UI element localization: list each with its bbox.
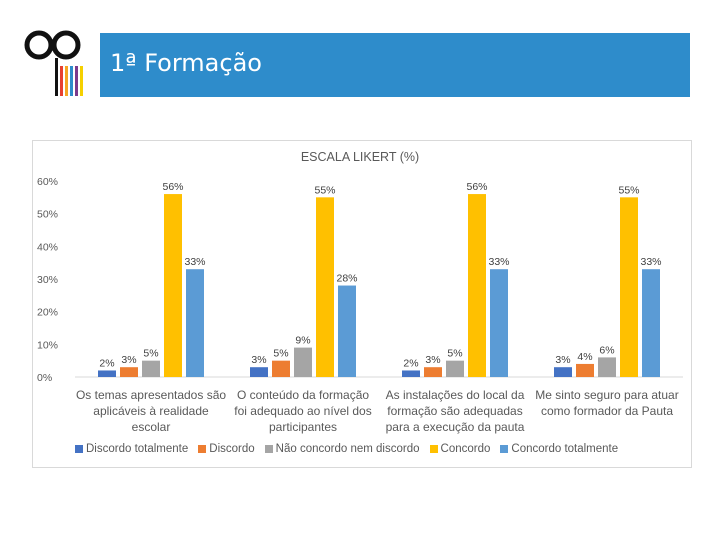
- y-tick-label: 10%: [37, 339, 58, 351]
- data-label: 9%: [295, 335, 310, 347]
- data-label: 5%: [143, 348, 158, 360]
- data-label: 55%: [314, 184, 335, 196]
- data-label: 6%: [599, 344, 614, 356]
- data-label: 3%: [251, 354, 266, 366]
- legend-swatch: [429, 445, 438, 453]
- category-label: O conteúdo da formação: [237, 388, 369, 402]
- bar: [620, 197, 638, 377]
- legend-item: Concordo totalmente: [500, 443, 618, 455]
- bar: [250, 367, 268, 377]
- bar: [98, 370, 116, 377]
- bar: [120, 367, 138, 377]
- data-label: 56%: [162, 181, 183, 193]
- category-label: para a execução da pauta: [386, 420, 525, 434]
- y-tick-label: 30%: [37, 274, 58, 286]
- bar: [576, 363, 594, 377]
- y-tick-label: 20%: [37, 307, 58, 319]
- legend-item: Não concordo nem discordo: [264, 443, 420, 455]
- logo: [24, 30, 83, 96]
- data-label: 55%: [618, 184, 639, 196]
- data-label: 2%: [99, 357, 114, 369]
- bar: [642, 269, 660, 377]
- bar: [142, 360, 160, 377]
- data-label: 5%: [447, 348, 462, 360]
- category-label: Os temas apresentados são: [76, 388, 226, 402]
- category-label: Me sinto seguro para atuar: [535, 388, 678, 402]
- legend-swatch: [198, 445, 207, 453]
- category-label: escolar: [132, 420, 171, 434]
- chart-legend: Discordo totalmente Discordo Não concordo …: [75, 441, 618, 457]
- legend-label: Concordo totalmente: [511, 443, 619, 455]
- data-label: 2%: [403, 357, 418, 369]
- legend-item: Discordo totalmente: [75, 443, 188, 455]
- bar: [164, 194, 182, 377]
- category-label: formação são adequadas: [387, 404, 522, 418]
- bar: [490, 269, 508, 377]
- bar: [468, 194, 486, 377]
- bar: [598, 357, 616, 377]
- category-label: participantes: [269, 420, 337, 434]
- legend-label: Discordo: [209, 443, 255, 455]
- legend-label: Concordo: [440, 443, 491, 455]
- category-label: As instalações do local da: [386, 388, 525, 402]
- bar: [186, 269, 204, 377]
- chart-frame: ESCALA LIKERT (%) 0% 10% 20% 30% 40% 50% 60% 2% 3…: [32, 140, 692, 468]
- data-label: 5%: [273, 348, 288, 360]
- data-label: 28%: [336, 273, 357, 285]
- legend-item: Discordo: [198, 443, 255, 455]
- category-label: foi adequado ao nível dos: [234, 404, 371, 418]
- bar: [554, 367, 572, 377]
- data-label: 33%: [640, 256, 661, 268]
- legend-swatch: [500, 445, 509, 453]
- y-tick-label: 60%: [37, 176, 58, 188]
- data-label: 4%: [577, 351, 592, 363]
- legend-label: Discordo totalmente: [86, 443, 189, 455]
- data-label: 3%: [121, 354, 136, 366]
- legend-item: Concordo: [429, 443, 491, 455]
- bar: [316, 197, 334, 377]
- category-label: aplicáveis à realidade: [93, 404, 209, 418]
- y-tick-label: 50%: [37, 209, 58, 221]
- y-tick-label: 40%: [37, 241, 58, 253]
- data-label: 56%: [466, 181, 487, 193]
- legend-swatch: [75, 445, 83, 453]
- legend-label: Não concordo nem discordo: [275, 443, 420, 455]
- bar: [424, 367, 442, 377]
- y-tick-label: 0%: [37, 372, 52, 384]
- bar: [338, 285, 356, 377]
- slide-title: 1ª Formação: [110, 49, 262, 77]
- title-banner: 1ª Formação: [100, 33, 690, 97]
- bar: [294, 347, 312, 377]
- bar: [446, 360, 464, 377]
- likert-bar-chart: ESCALA LIKERT (%) 0% 10% 20% 30% 40% 50% 60% 2% 3…: [37, 150, 683, 434]
- legend-swatch: [264, 445, 273, 453]
- category-label: como formador da Pauta: [541, 404, 673, 418]
- bar: [272, 360, 290, 377]
- data-label: 3%: [425, 354, 440, 366]
- data-label: 33%: [184, 256, 205, 268]
- bar: [402, 370, 420, 377]
- data-label: 3%: [555, 354, 570, 366]
- data-label: 33%: [488, 256, 509, 268]
- chart-title: ESCALA LIKERT (%): [301, 150, 419, 164]
